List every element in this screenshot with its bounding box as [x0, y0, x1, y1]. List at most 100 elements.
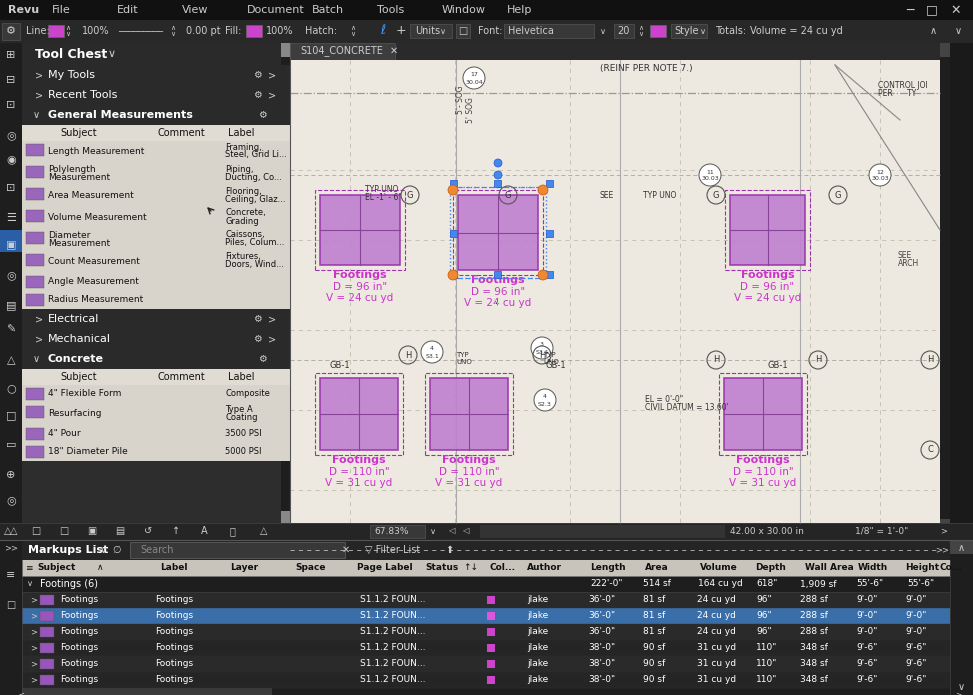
Bar	[671, 24, 707, 38]
Bar	[320, 195, 400, 265]
Bar	[22, 369, 290, 385]
Text: 36'-0": 36'-0"	[588, 612, 615, 621]
Circle shape	[494, 171, 502, 179]
Text: 81 sf: 81 sf	[643, 628, 666, 637]
Text: ✕: ✕	[390, 46, 398, 56]
Bar	[26, 254, 44, 266]
Text: Space: Space	[295, 564, 326, 573]
Text: Footings: Footings	[155, 596, 193, 605]
Text: >: >	[30, 644, 37, 653]
Text: ∧: ∧	[930, 26, 937, 36]
Text: ▣: ▣	[88, 526, 96, 536]
Text: V = 31 cu yd: V = 31 cu yd	[435, 478, 503, 488]
Bar	[0, 523, 290, 540]
Text: 110": 110"	[756, 644, 777, 653]
Text: GB-1: GB-1	[330, 361, 350, 370]
Text: ☰: ☰	[6, 213, 16, 223]
Text: SEE: SEE	[600, 192, 614, 200]
Text: Markups List: Markups List	[28, 545, 108, 555]
Bar	[22, 329, 290, 349]
Text: ⊞: ⊞	[6, 50, 16, 60]
Text: D = 96 in": D = 96 in"	[471, 287, 525, 297]
Text: S2.3: S2.3	[538, 402, 552, 407]
Bar	[26, 428, 44, 440]
Text: D = 110 in": D = 110 in"	[439, 467, 499, 477]
Text: ▽ Filter List: ▽ Filter List	[365, 545, 420, 555]
Text: Col...: Col...	[490, 564, 516, 573]
Bar	[22, 560, 950, 576]
Bar	[22, 403, 290, 425]
Text: Search: Search	[140, 545, 173, 555]
Text: □: □	[7, 600, 16, 610]
Text: ∨: ∨	[957, 682, 964, 692]
Bar	[26, 232, 44, 244]
Text: ∨: ∨	[33, 354, 40, 364]
Bar	[40, 643, 54, 653]
Text: Footings: Footings	[60, 644, 98, 653]
Text: Measurement: Measurement	[48, 172, 110, 181]
Text: 90 sf: 90 sf	[643, 660, 666, 669]
Text: ∧
∨: ∧ ∨	[350, 24, 355, 38]
Bar	[22, 425, 290, 443]
Text: ⚙: ⚙	[253, 70, 262, 80]
Text: 90 sf: 90 sf	[643, 676, 666, 685]
Bar	[320, 378, 398, 450]
Text: 96": 96"	[756, 612, 772, 621]
Text: 30.04: 30.04	[465, 79, 483, 85]
Text: Line:: Line:	[26, 26, 50, 36]
Text: Area: Area	[645, 564, 668, 573]
Text: UNO: UNO	[456, 359, 472, 365]
Text: >: >	[955, 691, 962, 695]
Text: ∧
∨: ∧ ∨	[638, 24, 643, 38]
Bar	[40, 659, 54, 669]
Bar	[48, 25, 64, 37]
Text: ∨: ∨	[430, 527, 436, 536]
Text: 9'-6": 9'-6"	[905, 676, 926, 685]
Bar	[22, 592, 950, 608]
Text: 9'-0": 9'-0"	[856, 612, 878, 621]
Text: 110": 110"	[756, 660, 777, 669]
Bar	[950, 540, 973, 695]
Text: (REINF PER NOTE 7.): (REINF PER NOTE 7.)	[600, 63, 693, 72]
Text: Edit: Edit	[117, 5, 138, 15]
Bar	[940, 43, 950, 57]
Circle shape	[699, 164, 721, 186]
Text: Footings: Footings	[60, 676, 98, 685]
Bar	[315, 190, 405, 270]
Text: Document: Document	[247, 5, 305, 15]
Text: Co...: Co...	[940, 564, 963, 573]
Text: H: H	[405, 350, 412, 359]
Polygon shape	[492, 295, 500, 307]
Text: ◎: ◎	[6, 130, 16, 140]
Text: 4: 4	[543, 395, 547, 400]
Text: G: G	[835, 190, 842, 199]
Bar	[22, 443, 290, 461]
Text: GB-1: GB-1	[545, 361, 565, 370]
Bar	[940, 519, 950, 533]
Text: >: >	[30, 660, 37, 669]
Text: jlake: jlake	[527, 596, 548, 605]
Text: Label: Label	[160, 564, 188, 573]
Bar	[546, 229, 553, 236]
Bar	[281, 43, 290, 525]
Text: GB-1: GB-1	[768, 361, 789, 370]
Text: S1.1.2 FOUN...: S1.1.2 FOUN...	[360, 628, 425, 637]
Bar	[2, 23, 20, 40]
Bar	[450, 229, 457, 236]
Text: Framing,: Framing,	[225, 142, 262, 152]
Text: △: △	[10, 526, 18, 536]
Text: ≡: ≡	[25, 564, 32, 573]
Bar	[430, 378, 508, 450]
Circle shape	[538, 270, 548, 280]
Bar	[22, 309, 290, 329]
Text: CONTROL JOI: CONTROL JOI	[878, 81, 927, 90]
Bar	[0, 0, 973, 20]
Text: Piles, Colum...: Piles, Colum...	[225, 238, 284, 247]
Text: General Measurements: General Measurements	[48, 110, 193, 120]
Text: H: H	[927, 356, 933, 364]
Bar	[487, 612, 495, 620]
Text: Flooring,: Flooring,	[225, 186, 262, 195]
Text: ↺: ↺	[144, 526, 152, 536]
Text: Fill:: Fill:	[225, 26, 241, 36]
Bar	[22, 540, 950, 560]
